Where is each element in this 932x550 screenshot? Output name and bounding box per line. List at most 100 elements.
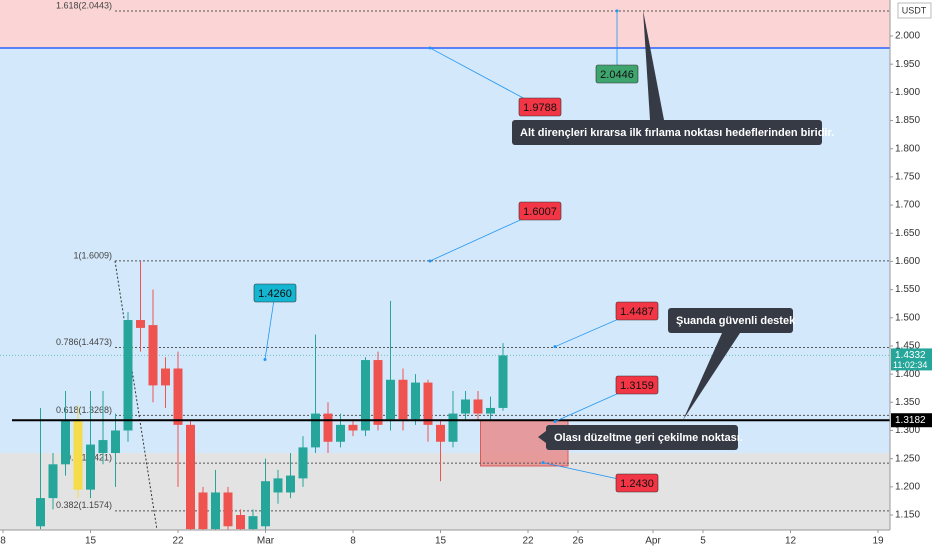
x-tick-label: Apr [645,536,661,547]
candle-body [448,413,458,442]
price-box-label: 1.4260 [258,288,292,300]
candle-body [398,379,408,420]
y-tick-label: 2.000 [895,31,920,42]
x-tick-label: 19 [872,536,884,547]
x-tick-label: 15 [85,536,97,547]
support-label: 1.3182 [895,415,926,426]
candle-body [423,382,433,425]
countdown: 11:02:34 [893,360,927,370]
candle-body [198,492,208,530]
candle-body [311,413,320,448]
callout-pointer [683,333,740,420]
fib-label: 0.382(1.1574) [56,500,112,510]
y-tick-label: 1.750 [895,172,920,183]
y-tick-label: 1.300 [895,425,920,436]
y-tick-label: 1.200 [895,481,920,492]
y-tick-label: 1.400 [895,369,920,380]
y-tick-label: 1.500 [895,312,920,323]
candle-body [98,440,108,454]
y-tick-label: 1.150 [895,510,920,521]
price-box [595,64,639,84]
price-box [615,301,659,321]
currency-label: USDT [902,5,927,15]
y-tick-label: 1.600 [895,256,920,267]
price-box-label: 1.3159 [620,380,654,392]
candle-body [336,424,345,442]
zone [0,453,890,530]
y-tick-label: 1.700 [895,200,920,211]
candle-body [348,424,358,431]
price-axis [890,0,932,550]
candle-body [211,492,220,530]
y-tick-label: 1.900 [895,87,920,98]
price-box-label: 2.0446 [600,69,634,81]
candle-body [161,368,170,386]
candle-body [461,399,470,414]
candle-body [436,424,445,442]
support-box [891,413,932,428]
x-tick-label: 8 [0,536,6,547]
candle-body [173,368,183,425]
x-tick-label: 26 [572,536,584,547]
fib-label: 0.618(1.3268) [56,405,112,415]
y-tick-label: 1.800 [895,143,920,154]
candle-body [61,420,70,465]
y-tick-label: 1.350 [895,397,920,408]
candle-body [261,481,270,527]
candle-body [411,382,420,420]
candle-body [136,320,145,328]
price-box [253,283,297,303]
anchor-point [428,46,432,50]
price-box-label: 1.2430 [620,478,654,490]
y-tick-label: 1.550 [895,284,920,295]
y-tick-label: 1.950 [895,59,920,70]
zone [0,47,890,454]
time-axis [0,530,890,550]
candle-body [223,492,233,527]
candle-body [236,515,245,530]
anchor-point [615,9,619,13]
y-tick-label: 1.850 [895,115,920,126]
candle-body [298,447,308,479]
price-box [518,97,562,117]
candle-body [148,325,158,386]
fib-label: 1.618(2.0443) [56,0,112,10]
y-tick-label: 1.650 [895,228,920,239]
x-tick-label: 5 [700,536,706,547]
price-box-label: 1.9788 [523,102,557,114]
candle-body [73,419,83,490]
y-tick-label: 1.250 [895,453,920,464]
price-box-label: 1.4487 [620,306,654,318]
price-box [518,201,562,221]
price-box [615,473,659,493]
x-tick-label: 12 [785,536,797,547]
candle-body [48,464,58,499]
leader-line [429,47,541,108]
candle-body [86,444,95,490]
candle-body [186,424,195,530]
callout-text: Alt dirençleri kırarsa ilk fırlama nokta… [520,127,834,139]
fib-trend [114,260,158,531]
anchor-point [553,420,557,424]
x-tick-label: 15 [435,536,447,547]
callout-box [546,425,738,450]
price-box-label: 1.6007 [523,206,557,218]
candle-body [386,379,395,420]
leader-line [264,292,276,360]
x-tick-label: 22 [172,536,184,547]
callout-pointer [538,431,546,443]
candle-body [286,475,295,493]
callout-text: Olası düzeltme geri çekilme noktası. [554,432,743,444]
x-tick-label: 8 [350,536,356,547]
callout-text: Şuanda güvenli destek [676,315,796,327]
callout-pointer [643,10,664,120]
fib-label: 0.786(1.4473) [56,337,112,347]
price-box [615,375,659,395]
candle-body [473,399,483,414]
anchor-point [263,357,267,361]
candle-body [323,413,333,442]
last-price-label: 1.4332 [895,350,926,361]
currency-box [897,2,932,19]
candle-body [36,498,45,527]
